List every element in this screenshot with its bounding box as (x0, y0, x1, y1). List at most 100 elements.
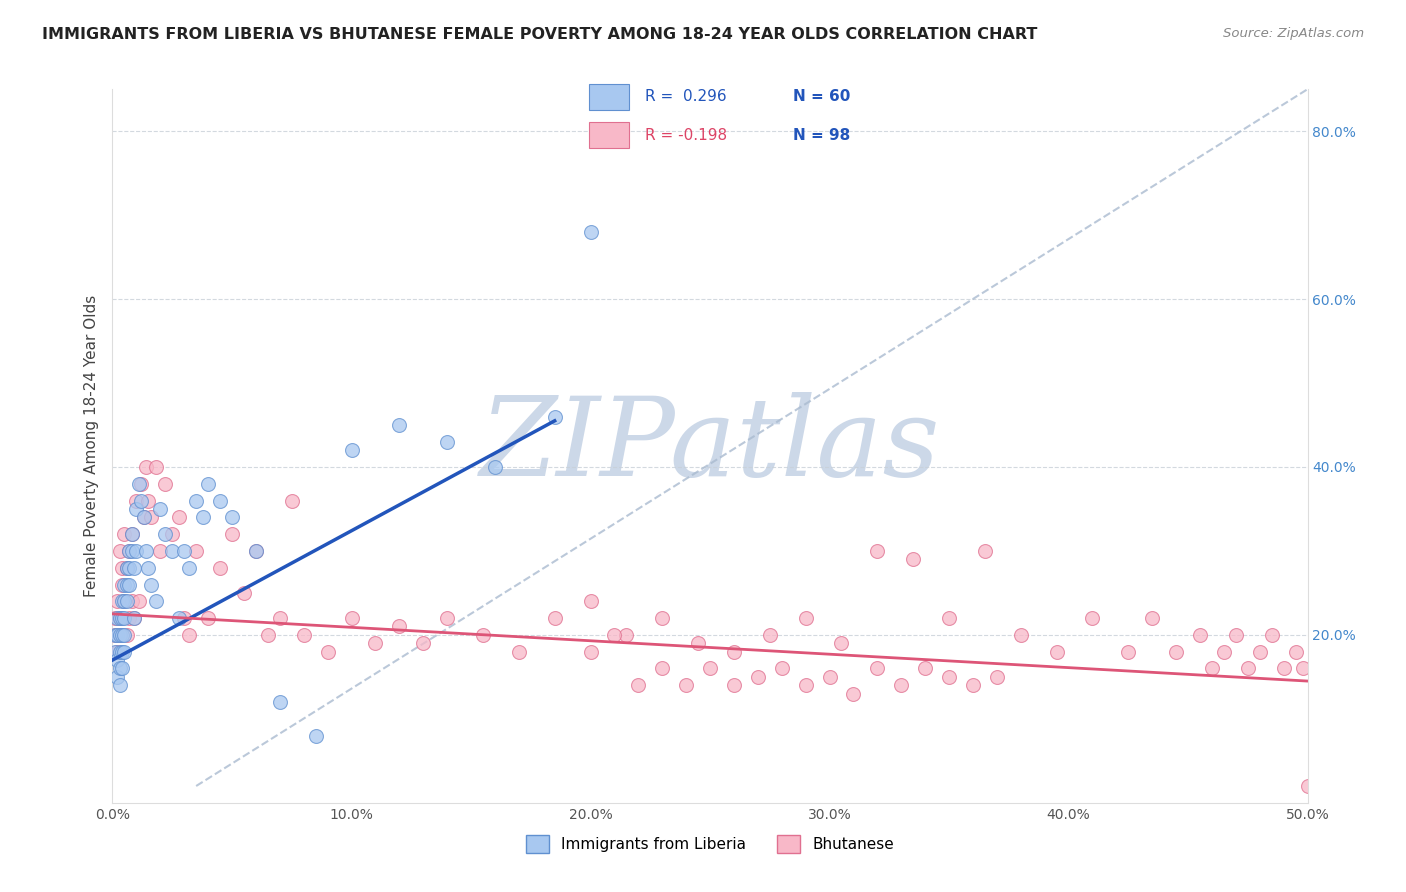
Point (197, 611, 219, 625)
Point (245, 544, 267, 558)
Point (890, 678, 912, 692)
Point (1249, 645, 1271, 659)
Point (135, 460, 157, 475)
Point (603, 628, 626, 642)
Point (508, 645, 530, 659)
Point (412, 636, 434, 650)
Point (245, 544, 267, 558)
Point (138, 493, 160, 508)
Point (842, 687, 865, 701)
Point (121, 527, 143, 541)
Point (111, 594, 134, 608)
Point (108, 628, 131, 642)
Text: N = 60: N = 60 (793, 89, 851, 104)
Point (173, 544, 195, 558)
Point (1272, 661, 1295, 675)
Point (1166, 645, 1188, 659)
Point (699, 661, 721, 675)
Text: ZIPatlas: ZIPatlas (479, 392, 941, 500)
Point (135, 544, 157, 558)
Point (269, 695, 291, 709)
Point (914, 661, 936, 675)
Point (257, 628, 280, 642)
Point (114, 611, 135, 625)
Point (108, 678, 131, 692)
Point (388, 417, 411, 432)
Point (108, 661, 131, 675)
Point (122, 560, 145, 574)
Point (986, 670, 1008, 684)
Point (186, 544, 208, 558)
Point (115, 594, 138, 608)
Point (118, 544, 141, 558)
Point (169, 611, 191, 625)
Point (114, 594, 135, 608)
Point (149, 544, 172, 558)
Point (794, 678, 817, 692)
Point (125, 544, 148, 558)
Point (114, 594, 135, 608)
Point (579, 645, 602, 659)
Point (125, 502, 148, 516)
Point (688, 636, 710, 650)
Point (938, 670, 960, 684)
Point (484, 460, 506, 475)
Point (111, 645, 134, 659)
Point (747, 670, 769, 684)
Y-axis label: Female Poverty Among 18-24 Year Olds: Female Poverty Among 18-24 Year Olds (83, 295, 98, 597)
Point (128, 476, 150, 491)
Point (723, 645, 745, 659)
Point (118, 544, 141, 558)
Text: R = -0.198: R = -0.198 (644, 128, 727, 143)
Point (759, 628, 782, 642)
Point (114, 628, 135, 642)
Point (111, 661, 134, 675)
Point (364, 636, 387, 650)
Point (114, 527, 135, 541)
Point (543, 409, 565, 424)
Point (1010, 628, 1032, 642)
Point (118, 611, 141, 625)
Point (579, 594, 602, 608)
Point (121, 594, 143, 608)
Point (105, 670, 128, 684)
Point (115, 577, 138, 591)
Point (340, 611, 363, 625)
Point (197, 476, 219, 491)
Point (129, 493, 152, 508)
Point (543, 611, 565, 625)
Point (903, 552, 925, 566)
Point (105, 628, 128, 642)
Point (125, 493, 148, 508)
Point (866, 544, 889, 558)
Point (292, 628, 315, 642)
Point (1118, 645, 1140, 659)
Point (186, 493, 208, 508)
Point (193, 510, 215, 524)
Point (132, 510, 155, 524)
Point (104, 628, 127, 642)
Point (436, 434, 458, 449)
Point (269, 611, 291, 625)
Point (866, 661, 889, 675)
Point (105, 594, 128, 608)
Point (221, 527, 243, 541)
Point (651, 611, 673, 625)
Point (118, 577, 141, 591)
Point (340, 443, 363, 458)
Point (723, 678, 745, 692)
Point (472, 628, 495, 642)
Point (1046, 645, 1069, 659)
Point (132, 510, 155, 524)
Point (316, 645, 339, 659)
Point (675, 678, 697, 692)
Point (938, 611, 960, 625)
Text: Source: ZipAtlas.com: Source: ZipAtlas.com (1223, 27, 1364, 40)
Point (831, 636, 853, 650)
Point (129, 476, 152, 491)
Point (651, 661, 673, 675)
Point (108, 645, 131, 659)
Point (122, 611, 145, 625)
Point (128, 594, 150, 608)
Point (162, 544, 183, 558)
